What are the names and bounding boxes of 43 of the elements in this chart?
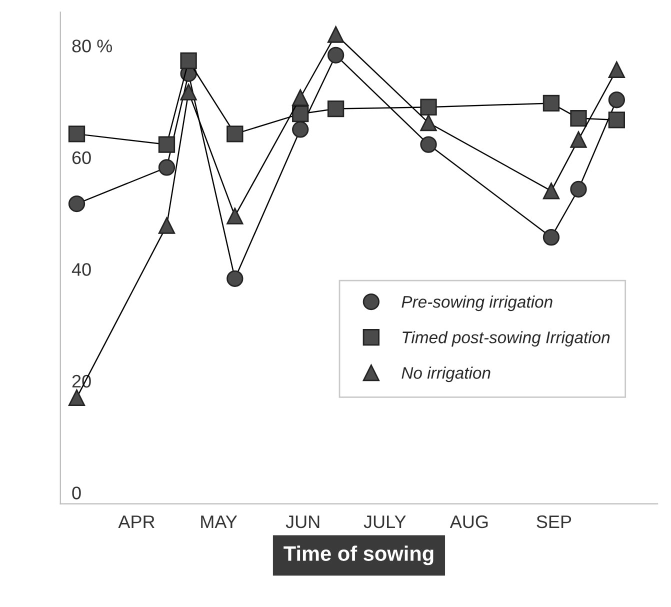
- y-tick-label: 60: [72, 151, 91, 164]
- point: [68, 195, 86, 212]
- x-tick-label: JUN: [286, 516, 320, 528]
- x-tick-label: APR: [118, 516, 154, 528]
- point: [327, 46, 344, 64]
- point: [608, 92, 626, 108]
- y-tick-label: 40: [72, 263, 91, 276]
- point: [68, 126, 86, 142]
- point: [158, 217, 176, 234]
- point: [292, 89, 309, 106]
- point: [570, 110, 587, 127]
- point: [180, 84, 197, 100]
- point: [542, 182, 560, 200]
- point: [608, 61, 626, 78]
- point: [542, 228, 560, 246]
- x-tick-label: AUG: [450, 515, 488, 528]
- point: [226, 270, 244, 287]
- x-axis-title: Time of sowing: [284, 546, 434, 566]
- legend-label: Timed post-sowing Irrigation: [402, 331, 610, 347]
- point: [292, 105, 309, 122]
- point: [608, 112, 626, 128]
- point: [420, 136, 437, 153]
- point: [180, 52, 197, 70]
- point: [292, 121, 309, 138]
- point: [570, 180, 587, 198]
- y-tick-label: 80 %: [72, 40, 112, 52]
- y-tick-label: 0: [72, 486, 81, 500]
- point: [158, 136, 176, 153]
- legend-label: No irrigation: [402, 366, 490, 382]
- point: [226, 126, 244, 142]
- point: [570, 131, 587, 148]
- x-tick-label: MAY: [201, 516, 238, 528]
- x-tick-label: SEP: [536, 515, 572, 528]
- point: [68, 389, 86, 406]
- point: [226, 208, 244, 224]
- point: [327, 26, 344, 43]
- point: [327, 100, 344, 118]
- point: [158, 159, 176, 176]
- point: [420, 114, 437, 132]
- legend-label: Pre-sowing irrigation: [402, 296, 552, 312]
- point: [542, 94, 560, 112]
- point: [420, 98, 437, 116]
- x-tick-label: JULY: [364, 516, 406, 528]
